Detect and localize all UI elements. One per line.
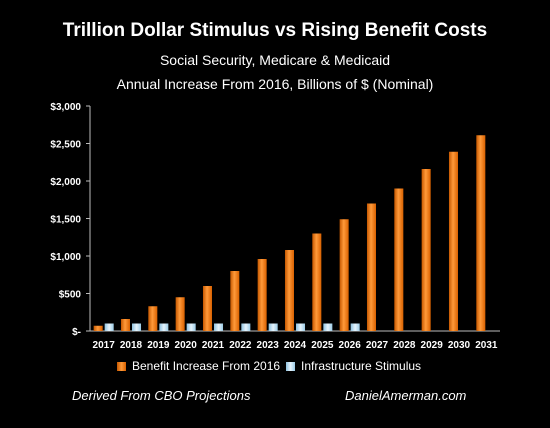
- x-tick-label: 2025: [311, 340, 334, 351]
- y-tick-label: $2,500: [50, 140, 81, 151]
- benefit-bar: [148, 306, 158, 331]
- legend-item-stimulus: Infrastructure Stimulus: [286, 359, 421, 373]
- x-tick-label: 2031: [475, 340, 498, 351]
- x-tick-label: 2030: [448, 340, 471, 351]
- benefit-bar: [366, 203, 376, 331]
- benefit-bar: [421, 169, 431, 331]
- y-tick-label: $2,000: [50, 177, 81, 188]
- x-tick-label: 2018: [120, 340, 143, 351]
- x-tick-label: 2023: [257, 340, 280, 351]
- stimulus-bar: [159, 323, 169, 331]
- x-tick-label: 2021: [202, 340, 225, 351]
- x-tick-label: 2019: [147, 340, 170, 351]
- x-tick-label: 2017: [93, 340, 116, 351]
- benefit-bar: [175, 297, 185, 331]
- x-tick-label: 2020: [175, 340, 198, 351]
- footer-source: Derived From CBO Projections: [72, 388, 251, 403]
- x-tick-label: 2027: [366, 340, 389, 351]
- benefit-bar: [448, 151, 458, 331]
- x-tick-label: 2024: [284, 340, 307, 351]
- stimulus-bar: [214, 323, 224, 331]
- legend-label-benefit: Benefit Increase From 2016: [132, 359, 281, 373]
- stimulus-bar: [323, 323, 333, 331]
- stimulus-bar: [104, 323, 114, 331]
- stimulus-bar: [268, 323, 278, 331]
- stimulus-bar: [186, 323, 196, 331]
- x-tick-label: 2029: [421, 340, 444, 351]
- benefit-bar: [120, 319, 130, 331]
- legend-label-stimulus: Infrastructure Stimulus: [301, 359, 422, 373]
- y-tick-label: $1,000: [50, 252, 81, 263]
- footer-website: DanielAmerman.com: [345, 388, 467, 403]
- benefit-bar: [476, 135, 486, 331]
- benefit-bar: [202, 286, 212, 331]
- stimulus-bar: [132, 323, 142, 331]
- x-tick-label: 2028: [393, 340, 416, 351]
- benefit-bar: [257, 259, 267, 331]
- x-tick-label: 2022: [229, 340, 252, 351]
- benefit-bar: [284, 250, 294, 331]
- stimulus-bar: [241, 323, 251, 331]
- benefit-bar: [394, 188, 404, 331]
- legend-item-benefit: Benefit Increase From 2016: [117, 359, 280, 373]
- benefit-bar: [312, 233, 322, 331]
- stimulus-bar: [296, 323, 306, 331]
- y-tick-label: $500: [59, 290, 82, 301]
- benefit-bar: [339, 219, 349, 331]
- legend-swatch-stimulus: [286, 361, 295, 371]
- benefit-bar: [93, 325, 103, 331]
- y-tick-label: $1,500: [50, 215, 81, 226]
- chart-subtitle-2: Annual Increase From 2016, Billions of $…: [116, 76, 434, 92]
- chart-title: Trillion Dollar Stimulus vs Rising Benef…: [62, 20, 488, 41]
- stimulus-bar: [350, 323, 360, 331]
- x-tick-label: 2026: [339, 340, 362, 351]
- chart-subtitle-1: Social Security, Medicare & Medicaid: [159, 52, 391, 68]
- legend-swatch-benefit: [117, 361, 126, 371]
- y-tick-label: $3,000: [50, 102, 81, 113]
- benefit-bar: [230, 271, 240, 331]
- y-tick-label: $-: [72, 327, 81, 338]
